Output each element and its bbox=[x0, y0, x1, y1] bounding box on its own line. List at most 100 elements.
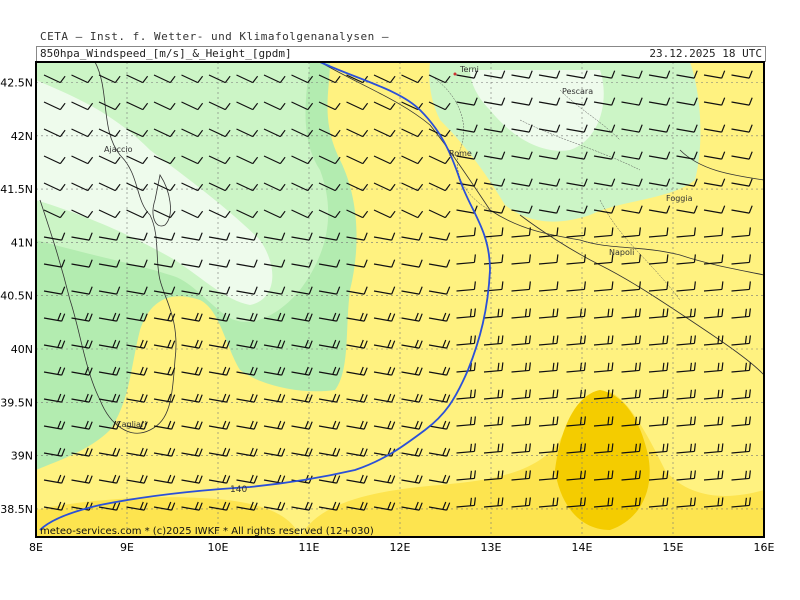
lat-label: 41N bbox=[11, 236, 33, 249]
wind-barb bbox=[236, 232, 258, 241]
wind-barb bbox=[731, 416, 751, 427]
wind-barb bbox=[676, 97, 698, 106]
city-marker bbox=[453, 72, 457, 76]
wind-barb bbox=[648, 281, 669, 292]
wind-barb bbox=[318, 420, 341, 430]
wind-barb bbox=[373, 101, 396, 111]
lat-label: 39N bbox=[11, 450, 33, 463]
wind-barbs bbox=[43, 70, 753, 511]
wind-barb bbox=[593, 470, 614, 481]
wind-barb bbox=[98, 393, 121, 403]
wind-zone-yellow-south bbox=[300, 391, 764, 537]
wind-barb bbox=[208, 74, 231, 84]
wind-barb bbox=[648, 254, 669, 265]
wind-barb bbox=[98, 339, 121, 349]
wind-barb bbox=[621, 497, 641, 508]
city-rome: Rome bbox=[449, 149, 472, 158]
wind-barb bbox=[703, 443, 724, 454]
wind-barb bbox=[538, 389, 559, 400]
wind-barb bbox=[71, 393, 93, 403]
wind-barb bbox=[181, 182, 204, 192]
wind-barb bbox=[401, 74, 424, 84]
wind-barb bbox=[153, 420, 176, 430]
wind-barb bbox=[483, 362, 504, 373]
wind-barb bbox=[566, 70, 588, 79]
wind-barb bbox=[181, 420, 203, 430]
wind-barb bbox=[483, 443, 504, 454]
wind-barb bbox=[98, 182, 121, 192]
wind-barb bbox=[236, 155, 259, 165]
wind-barb bbox=[153, 339, 176, 349]
wind-barb bbox=[236, 312, 258, 322]
lon-label: 8E bbox=[29, 541, 43, 554]
wind-barb bbox=[181, 259, 203, 268]
wind-barb bbox=[181, 128, 204, 138]
wind-barb bbox=[538, 362, 559, 373]
wind-barb bbox=[538, 124, 561, 133]
wind-barb bbox=[593, 362, 614, 373]
wind-barb bbox=[511, 470, 531, 481]
wind-barb bbox=[676, 70, 698, 79]
wind-barb bbox=[153, 209, 176, 219]
wind-barb bbox=[208, 128, 231, 138]
wind-barb bbox=[511, 416, 531, 427]
wind-barb bbox=[731, 70, 753, 79]
wind-barb bbox=[401, 182, 424, 192]
wind-barb bbox=[346, 366, 368, 376]
wind-barb bbox=[593, 254, 614, 265]
wind-barb bbox=[263, 259, 286, 268]
wind-barb bbox=[538, 178, 561, 187]
wind-barb bbox=[181, 312, 203, 322]
wind-barb bbox=[71, 447, 93, 457]
wind-barb bbox=[291, 155, 314, 165]
wind-barb bbox=[401, 155, 424, 165]
lon-label: 15E bbox=[663, 541, 684, 554]
wind-barb bbox=[621, 227, 641, 238]
wind-barb bbox=[731, 205, 753, 214]
wind-barb bbox=[593, 205, 616, 214]
wind-barb bbox=[483, 497, 504, 508]
wind-barb bbox=[98, 101, 121, 111]
wind-barb bbox=[236, 74, 259, 84]
map-frame bbox=[35, 61, 765, 538]
wind-barb bbox=[566, 281, 586, 292]
wind-barb bbox=[428, 209, 451, 219]
wind-barb bbox=[71, 155, 94, 165]
wind-barb bbox=[236, 128, 259, 138]
wind-barb bbox=[456, 389, 476, 400]
wind-barb bbox=[483, 97, 506, 106]
city-pescara: Pescara bbox=[562, 87, 593, 96]
wind-barb bbox=[511, 227, 531, 238]
wind-barb bbox=[71, 74, 94, 84]
wind-barb bbox=[703, 205, 726, 214]
wind-barb bbox=[153, 286, 176, 295]
wind-barb bbox=[731, 124, 753, 133]
wind-barb bbox=[71, 286, 93, 295]
wind-barb bbox=[153, 232, 176, 241]
wind-barb bbox=[71, 101, 94, 111]
wind-barb bbox=[236, 339, 258, 349]
wind-barb bbox=[318, 182, 341, 192]
wind-barb bbox=[456, 151, 478, 160]
wind-barb bbox=[126, 128, 149, 138]
wind-barb bbox=[731, 308, 751, 319]
wind-barb bbox=[538, 470, 559, 481]
wind-barb bbox=[511, 335, 531, 346]
wind-barb bbox=[428, 155, 451, 165]
wind-barb bbox=[43, 128, 66, 138]
wind-barb bbox=[676, 470, 696, 481]
lat-label: 42.5N bbox=[0, 77, 33, 90]
wind-barb bbox=[208, 474, 231, 484]
wind-barb bbox=[236, 420, 258, 430]
wind-barb bbox=[126, 393, 148, 403]
wind-barb bbox=[208, 447, 231, 457]
wind-barb bbox=[318, 155, 341, 165]
wind-barb bbox=[401, 339, 423, 349]
wind-barb bbox=[153, 393, 176, 403]
wind-barb bbox=[648, 416, 669, 427]
city-cagliari: Cagliari bbox=[116, 420, 146, 429]
wind-barb bbox=[566, 497, 586, 508]
wind-barb bbox=[98, 74, 121, 84]
wind-barb bbox=[236, 101, 259, 111]
wind-barb bbox=[538, 151, 561, 160]
